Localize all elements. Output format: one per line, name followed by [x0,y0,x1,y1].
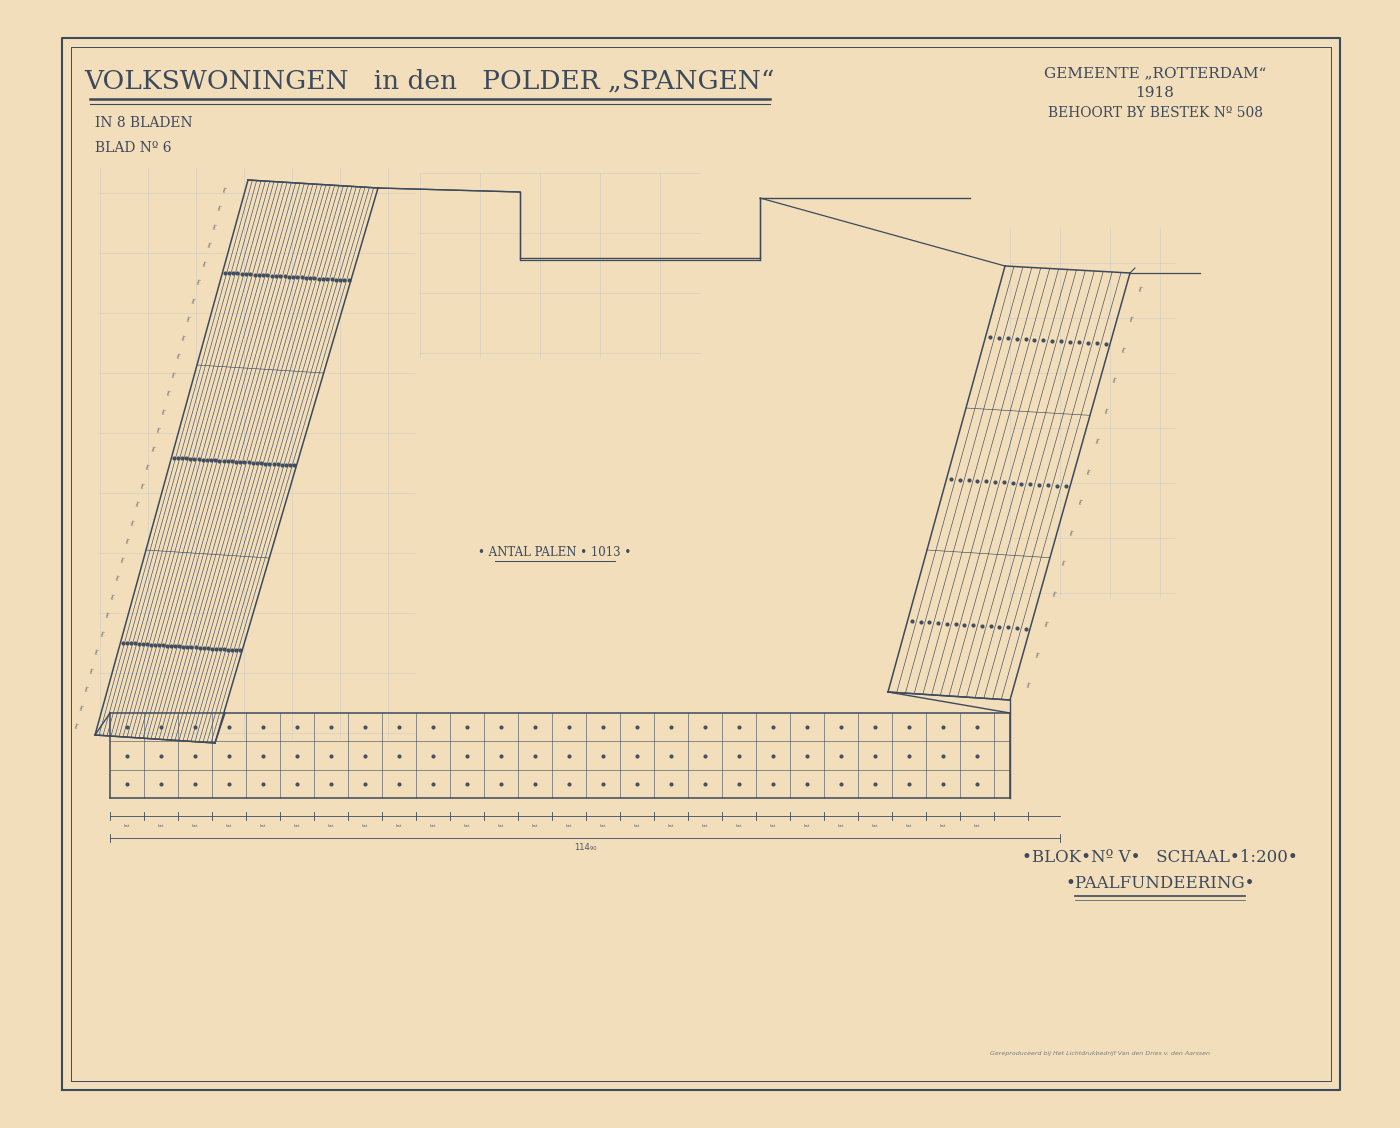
Text: bst: bst [87,667,92,675]
Text: bst: bst [532,823,538,828]
Text: BLAD Nº 6: BLAD Nº 6 [95,141,171,155]
Text: bst: bst [736,823,742,828]
Text: bst: bst [139,482,144,490]
Text: bst: bst [102,611,108,618]
Text: bst: bst [220,185,225,193]
Text: bst: bst [566,823,573,828]
Text: bst: bst [294,823,300,828]
Text: bst: bst [770,823,776,828]
Text: 114₉₀: 114₉₀ [574,843,596,852]
Text: bst: bst [498,823,504,828]
Text: • ANTAL PALEN • 1013 •: • ANTAL PALEN • 1013 • [479,546,631,559]
Text: bst: bst [158,823,164,828]
Text: bst: bst [463,823,470,828]
Text: bst: bst [939,823,946,828]
Text: bst: bst [108,592,113,600]
Text: bst: bst [92,647,98,655]
Text: bst: bst [1058,559,1064,566]
Text: Gereproduceerd bij Het Lichtdrukbedrijf Van den Dries v. den Aarssen: Gereproduceerd bij Het Lichtdrukbedrijf … [990,1050,1210,1056]
Text: bst: bst [1067,528,1072,536]
Text: bst: bst [225,823,232,828]
Text: bst: bst [872,823,878,828]
Text: bst: bst [210,222,216,230]
Text: bst: bst [118,555,123,563]
Text: bst: bst [83,685,88,693]
Text: •PAALFUNDEERING•: •PAALFUNDEERING• [1065,874,1254,891]
Text: bst: bst [195,277,200,285]
Text: bst: bst [701,823,708,828]
Text: 1918: 1918 [1135,86,1175,100]
Text: bst: bst [77,704,83,711]
Text: bst: bst [1050,590,1056,597]
Text: IN 8 BLADEN: IN 8 BLADEN [95,116,193,130]
Text: bst: bst [328,823,335,828]
Text: bst: bst [154,426,160,433]
Text: bst: bst [837,823,844,828]
Text: bst: bst [214,204,220,212]
Text: bst: bst [158,407,164,415]
Text: bst: bst [1102,406,1107,414]
Text: bst: bst [123,823,130,828]
Text: bst: bst [1110,376,1116,384]
Text: bst: bst [260,823,266,828]
Text: bst: bst [204,241,210,248]
Text: bst: bst [199,259,204,267]
Text: bst: bst [1135,284,1141,292]
Text: BEHOORT BY BESTEK Nº 508: BEHOORT BY BESTEK Nº 508 [1047,106,1263,120]
Text: bst: bst [1127,315,1133,323]
Text: bst: bst [174,352,179,360]
Text: bst: bst [1084,467,1091,475]
Text: bst: bst [143,462,148,470]
Text: bst: bst [98,629,104,637]
Text: GEMEENTE „ROTTERDAM“: GEMEENTE „ROTTERDAM“ [1044,67,1266,80]
Text: bst: bst [179,334,185,341]
Text: bst: bst [668,823,675,828]
Text: bst: bst [1042,620,1047,627]
Text: bst: bst [183,315,190,323]
Text: bst: bst [634,823,640,828]
Text: bst: bst [1033,651,1039,658]
Text: •BLOK•Nº V•   SCHAAL•1:200•: •BLOK•Nº V• SCHAAL•1:200• [1022,849,1298,866]
Text: bst: bst [192,823,199,828]
Text: bst: bst [1075,497,1081,505]
Text: bst: bst [906,823,913,828]
Text: bst: bst [112,574,119,582]
Text: bst: bst [974,823,980,828]
Text: bst: bst [133,500,139,508]
Text: bst: bst [361,823,368,828]
Text: bst: bst [127,519,133,526]
Text: bst: bst [123,537,129,545]
Text: bst: bst [169,370,175,378]
Text: bst: bst [164,389,169,397]
Text: bst: bst [396,823,402,828]
Text: VOLKSWONINGEN   in den   POLDER „SPANGEN“: VOLKSWONINGEN in den POLDER „SPANGEN“ [85,69,776,94]
Text: bst: bst [189,297,195,305]
Text: bst: bst [599,823,606,828]
Text: bst: bst [148,444,154,452]
Text: bst: bst [804,823,811,828]
Text: bst: bst [1025,681,1030,688]
Text: bst: bst [1093,437,1099,444]
Text: bst: bst [430,823,437,828]
Text: bst: bst [71,722,77,730]
Text: bst: bst [1119,345,1124,353]
